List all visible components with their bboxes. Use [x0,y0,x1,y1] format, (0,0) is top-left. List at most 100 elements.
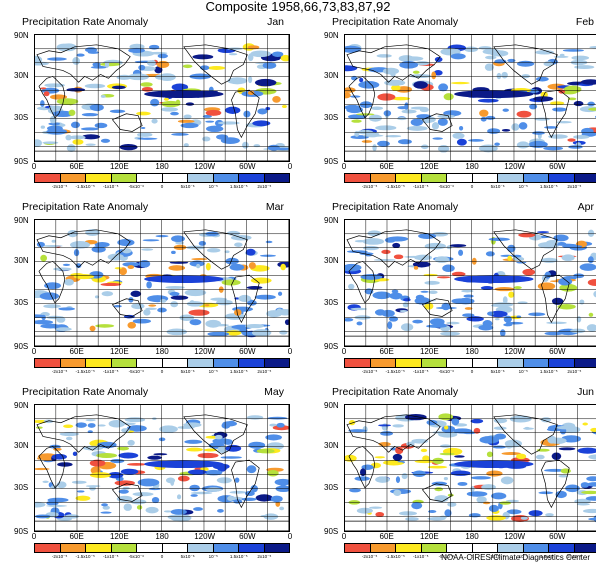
colorbar-swatch [59,174,85,182]
colorbar-swatch [35,544,60,552]
graticule [35,35,289,161]
panel-title: Precipitation Rate Anomaly [332,201,459,213]
lon-label: 180 [155,162,169,171]
lat-label: 90S [324,527,339,536]
map-panel-jan: Precipitation Rate Anomaly Jan 90N 30N 30S 90… [14,16,292,194]
colorbar-tick-label: 10⁻⁵ [518,184,528,189]
colorbar-tick-label: -1.5x10⁻⁵ [385,369,405,374]
lon-label: 0 [31,532,37,541]
lon-label: 60W [239,162,256,171]
lat-label: 30S [324,483,339,492]
coastlines [35,229,289,337]
anomaly-shading [35,415,289,522]
graticule [345,35,596,161]
colorbar-swatch [420,544,446,552]
graticule [35,405,289,531]
colorbar-tick-label: 5x10⁻⁶ [490,369,505,374]
lat-label: 90N [14,31,29,40]
anomaly-map [34,219,290,347]
colorbar-tick-label: -5x10⁻⁶ [128,554,145,559]
lon-label: 60E [379,162,394,171]
colorbar-swatch [110,544,136,552]
lon-label: 60W [549,347,566,356]
coastlines [345,44,596,152]
lat-label: 90N [14,216,29,225]
lon-label: 180 [155,532,169,541]
panel-title: Precipitation Rate Anomaly [332,386,459,398]
coastlines [345,229,596,337]
lon-label: 0 [341,347,347,356]
colorbar-swatch [136,359,162,367]
lon-label: 120E [419,347,439,356]
colorbar-tick-label: -2x10⁻⁵ [51,369,68,374]
colorbar-swatch [395,174,421,182]
lon-label: 60E [379,532,394,541]
colorbar-tick-label: -2x10⁻⁵ [361,369,378,374]
colorbar-tick-label: 10⁻⁵ [208,554,218,559]
lon-label: 60E [379,347,394,356]
lon-label: 60W [549,162,566,171]
colorbar-tick-label: 1.5x10⁻⁵ [229,554,248,559]
colorbar-swatch [238,174,264,182]
colorbar-swatch [548,359,574,367]
anomaly-map [34,404,290,532]
colorbar-swatch [212,174,238,182]
lat-label: 30S [324,298,339,307]
colorbar-swatch [187,359,213,367]
lon-label: 180 [465,162,479,171]
colorbar-tick-label: -1.5x10⁻⁵ [75,369,95,374]
colorbar-tick-label: 5x10⁻⁶ [180,369,195,374]
colorbar-swatch [446,544,472,552]
colorbar-tick-label: 1.5x10⁻⁵ [539,554,558,559]
colorbar [344,173,596,183]
lon-label: 60E [69,162,84,171]
colorbar-tick-label: -1.5x10⁻⁵ [75,554,95,559]
graticule [345,220,596,346]
lat-label: 30N [14,441,29,450]
colorbar-swatch [497,544,523,552]
lon-label: 60W [549,532,566,541]
anomaly-map [34,34,290,162]
panel-month-label: Apr [577,201,594,213]
colorbar-swatch [110,174,136,182]
colorbar-tick-label: 0 [470,369,474,374]
lon-label: 0 [341,162,347,171]
colorbar-swatch [446,359,472,367]
lat-label: 30S [14,113,29,122]
colorbar-swatch [136,174,162,182]
lon-label: 60W [239,347,256,356]
colorbar-tick-label: -5x10⁻⁶ [438,554,455,559]
colorbar-tick-label: -2x10⁻⁵ [51,184,68,189]
anomaly-shading [345,413,596,523]
lon-label: 120E [419,162,439,171]
colorbar-tick-label: 2x10⁻⁵ [257,554,272,559]
colorbar-tick-label: 1.5x10⁻⁵ [539,369,558,374]
colorbar-tick-label: 0 [160,554,164,559]
colorbar-tick-label: 10⁻⁵ [518,369,528,374]
colorbar-swatch [471,544,497,552]
colorbar-swatch [573,544,596,552]
colorbar-swatch [573,359,596,367]
colorbar-swatch [35,359,60,367]
colorbar-tick-label: 5x10⁻⁶ [180,184,195,189]
colorbar-tick-label: -5x10⁻⁶ [438,184,455,189]
colorbar-swatch [85,174,111,182]
colorbar-tick-label: -1.5x10⁻⁵ [75,184,95,189]
colorbar-swatch [369,544,395,552]
lon-label: 0 [287,347,293,356]
lon-label: 120W [504,347,526,356]
lat-label: 90S [324,157,339,166]
panel-title: Precipitation Rate Anomaly [332,16,459,28]
colorbar-tick-label: -1x10⁻⁵ [103,184,119,189]
colorbar-swatch [263,544,289,552]
colorbar-swatch [446,174,472,182]
colorbar-tick-label: 5x10⁻⁶ [490,184,505,189]
colorbar-tick-label: -1.5x10⁻⁵ [385,554,405,559]
colorbar-swatch [345,174,370,182]
colorbar-tick-label: 2x10⁻⁵ [257,369,272,374]
lat-label: 90S [14,157,29,166]
colorbar-swatch [212,544,238,552]
colorbar-tick-label: 0 [160,369,164,374]
lat-label: 90N [324,401,339,410]
colorbar-swatch [59,359,85,367]
